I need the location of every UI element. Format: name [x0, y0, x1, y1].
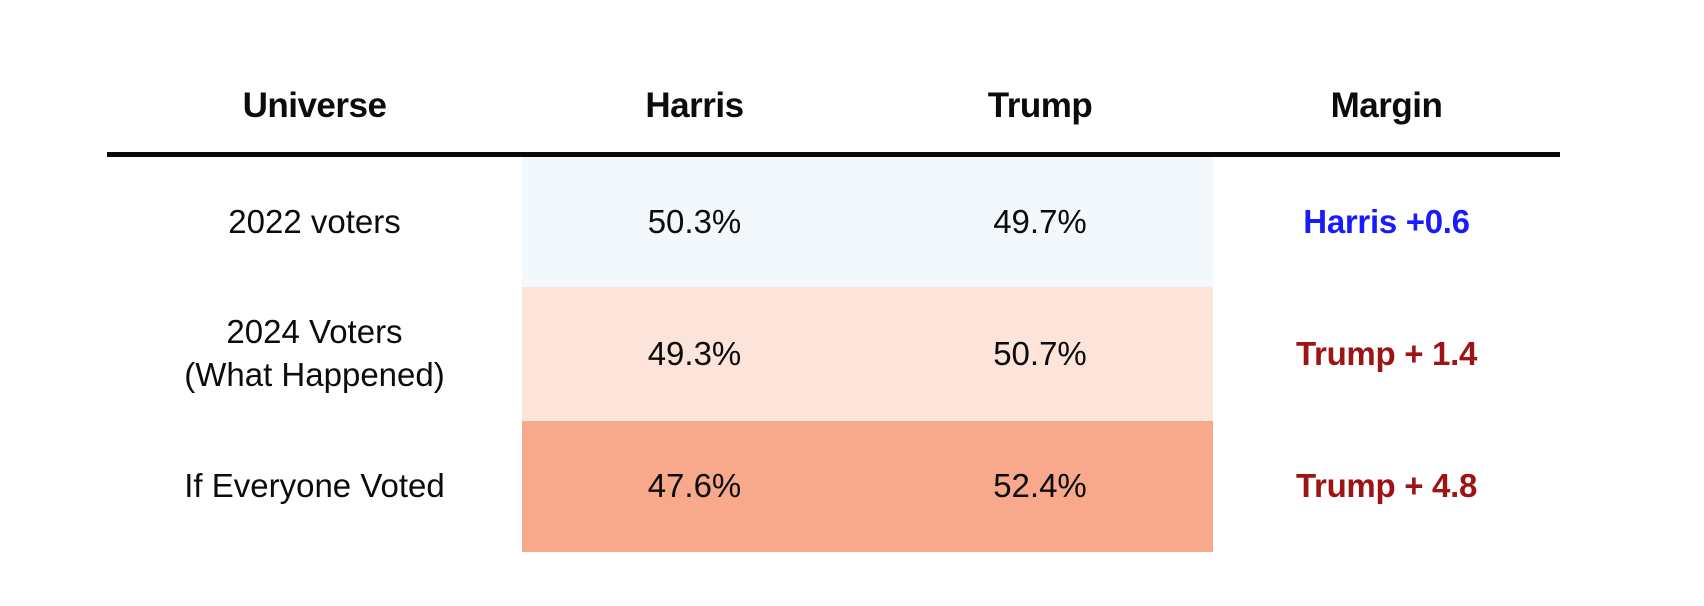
table-row: 2022 voters 50.3% 49.7% Harris +0.6	[107, 157, 1560, 287]
margin-cell: Harris +0.6	[1303, 202, 1470, 240]
universe-cell: 2024 Voters (What Happened)	[184, 313, 445, 393]
table-header-row: Universe Harris Trump Margin	[107, 0, 1560, 157]
harris-value-cell: 49.3%	[522, 287, 867, 421]
universe-cell: If Everyone Voted	[184, 467, 445, 505]
column-header-harris: Harris	[645, 86, 744, 125]
table-row: 2024 Voters (What Happened) 49.3% 50.7% …	[107, 287, 1560, 421]
universe-cell: 2022 voters	[228, 202, 401, 240]
column-header-trump: Trump	[987, 86, 1093, 125]
column-header-margin: Margin	[1330, 86, 1443, 125]
margin-cell: Trump + 4.8	[1295, 467, 1478, 505]
poll-results-table: Universe Harris Trump Margin 2022 voters…	[107, 0, 1560, 552]
trump-value-cell: 50.7%	[867, 287, 1213, 421]
harris-value-cell: 50.3%	[522, 157, 867, 287]
table-row: If Everyone Voted 47.6% 52.4% Trump + 4.…	[107, 421, 1560, 552]
column-header-universe: Universe	[242, 86, 387, 125]
trump-value-cell: 49.7%	[867, 157, 1213, 287]
margin-cell: Trump + 1.4	[1295, 334, 1478, 372]
harris-value-cell: 47.6%	[522, 421, 867, 552]
trump-value-cell: 52.4%	[867, 421, 1213, 552]
